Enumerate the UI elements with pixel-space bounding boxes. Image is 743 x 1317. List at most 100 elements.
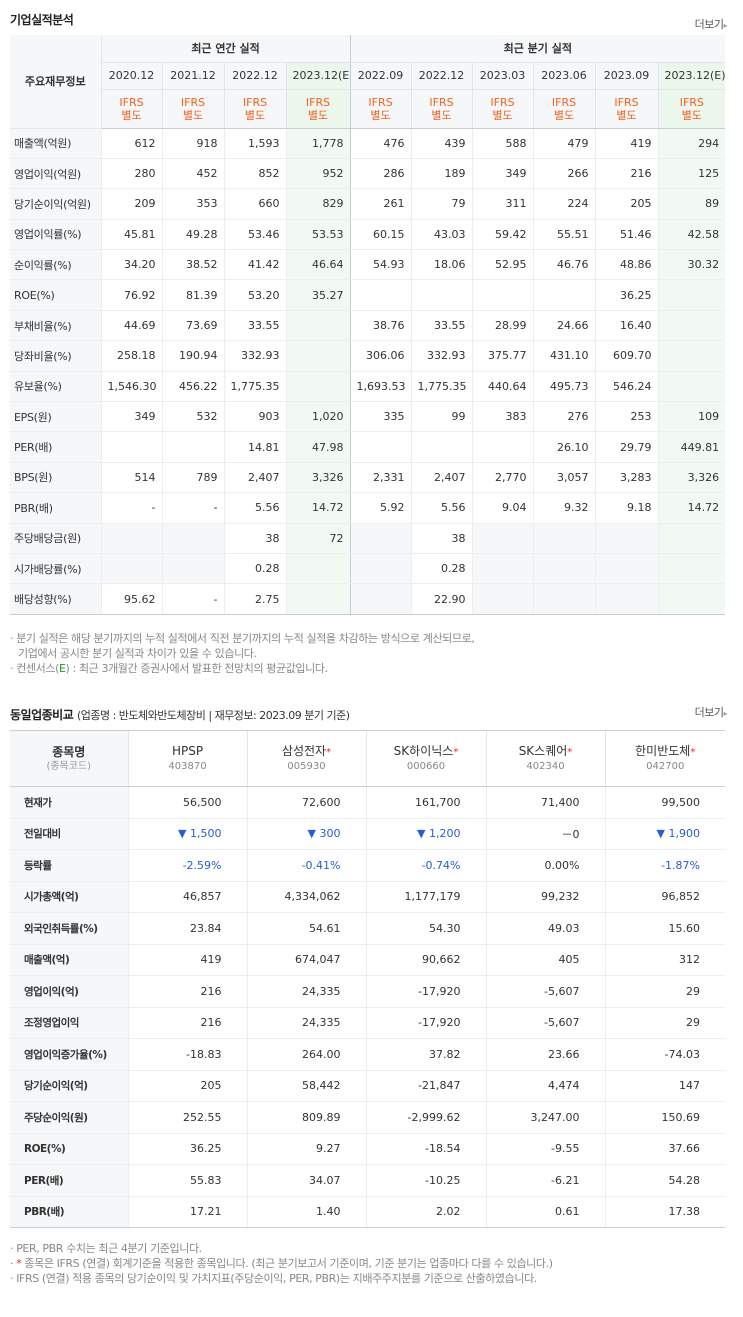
table-cell: -2,999.62 (365, 1101, 486, 1134)
more-label: 더보기 (694, 18, 724, 31)
table-cell: 419 (127, 944, 247, 976)
table-cell: 253 (594, 401, 659, 433)
table-row: 매출액(억원) 612 918 1,593 1,778 476 439 588 479 419 29… (10, 128, 726, 159)
row-label: ROE(%) (10, 1133, 128, 1165)
company-header[interactable]: 삼성전자* 005930 (246, 730, 366, 787)
table-cell: 58,442 (246, 1070, 366, 1102)
row-label: ROE(%) (10, 279, 101, 311)
table-cell: 35.27 (285, 279, 351, 311)
table-cell: 38.76 (349, 309, 412, 342)
table-cell (285, 553, 351, 585)
table-cell: ▼ 300 (246, 818, 366, 850)
table-cell: 72,600 (246, 786, 366, 819)
section-title-peer: 동일업종비교 (업종명 : 반도체와반도체장비 | 재무정보: 2023.09 … (10, 706, 350, 723)
table-cell: 3,057 (532, 462, 596, 494)
table-cell: 99,500 (604, 786, 725, 819)
table-cell (657, 522, 726, 554)
table-cell: -9.55 (485, 1133, 605, 1165)
table-cell: 43.03 (410, 219, 473, 251)
period-header: 2023.03 (471, 62, 534, 90)
period-header: 2020.12 (100, 62, 162, 90)
more-link-peer[interactable]: 더보기▸ (695, 704, 728, 720)
corner-header: 주요재무정보 (10, 35, 101, 129)
table-cell: 660 (223, 188, 286, 220)
company-header[interactable]: HPSP 403870 (127, 730, 247, 787)
section-title-financials: 기업실적분석 (10, 13, 74, 27)
row-label: 당좌비율(%) (10, 340, 101, 372)
table-cell: 1,778 (285, 128, 351, 159)
table-cell: 353 (161, 188, 224, 220)
peer-subtitle: (업종명 : 반도체와반도체장비 | 재무정보: 2023.09 분기 기준) (76, 709, 350, 722)
table-cell: 532 (161, 401, 224, 433)
table-cell: 312 (604, 944, 725, 976)
period-header: 2022.12 (410, 62, 473, 90)
row-label: 전일대비 (10, 818, 128, 850)
table-cell: 294 (657, 128, 726, 159)
period-header: 2023.06 (532, 62, 596, 90)
table-cell: 60.15 (349, 219, 412, 251)
table-cell: 332.93 (410, 340, 473, 372)
table-cell: 1.40 (246, 1196, 366, 1228)
table-cell: 96,852 (604, 881, 725, 913)
table-cell: 33.55 (223, 309, 286, 342)
table-cell: 9.32 (532, 492, 596, 524)
table-cell: 0.28 (223, 553, 286, 585)
table-cell: -74.03 (604, 1038, 725, 1071)
more-link-financials[interactable]: 더보기▸ (694, 16, 728, 32)
company-header[interactable]: 한미반도체* 042700 (604, 730, 725, 787)
table-cell: 52.95 (471, 249, 534, 281)
table-cell: 14.81 (223, 431, 286, 463)
financial-notes: · 분기 실적은 해당 분기까지의 누적 실적에서 직전 분기까지의 누적 실적… (10, 631, 730, 676)
table-cell (532, 583, 596, 615)
table-cell: 276 (532, 401, 596, 433)
table-cell (410, 431, 473, 463)
table-cell: 24.66 (532, 309, 596, 342)
table-cell: 205 (127, 1070, 247, 1102)
table-cell (285, 371, 351, 403)
table-cell: -5,607 (485, 975, 605, 1008)
table-cell: 3,326 (285, 462, 351, 494)
row-label: PER(배) (10, 1164, 128, 1197)
table-cell: 5.56 (223, 492, 286, 524)
ifrs-label: IFRS 별도 (100, 89, 162, 129)
table-row: 순이익률(%) 34.20 38.52 41.42 46.64 54.93 18.06 52.… (10, 249, 726, 281)
table-cell (100, 553, 162, 585)
table-cell: 24,335 (246, 975, 366, 1008)
table-row: 시가총액(억) 46,857 4,334,062 1,177,179 99,232 96,… (10, 881, 725, 913)
table-row: PER(배) 14.81 47.98 26.10 29.79 449.81 (10, 431, 726, 463)
table-cell: 829 (285, 188, 351, 220)
table-row: 당기순이익(억원) 209 353 660 829 261 79 311 224 205 89 (10, 188, 726, 220)
table-cell: 479 (532, 128, 596, 159)
table-cell: 2.02 (365, 1196, 486, 1228)
table-cell: 189 (410, 158, 473, 190)
table-cell: 209 (100, 188, 162, 220)
row-label: 주당배당금(원) (10, 522, 101, 554)
row-label: PBR(배) (10, 492, 101, 524)
ifrs-label: IFRS 별도 (410, 89, 473, 129)
table-cell: -18.54 (365, 1133, 486, 1165)
table-cell (100, 431, 162, 463)
table-cell: 286 (349, 158, 412, 190)
table-cell (657, 279, 726, 311)
company-header[interactable]: SK스퀘어* 402340 (485, 730, 605, 787)
table-cell: ▼ 1,200 (365, 818, 486, 850)
table-cell (471, 431, 534, 463)
table-cell: 37.66 (604, 1133, 725, 1165)
table-row: 등락률 -2.59% -0.41% -0.74% 0.00% -1.87% (10, 849, 725, 882)
table-cell: 37.82 (365, 1038, 486, 1071)
table-cell: 252.55 (127, 1101, 247, 1134)
table-cell (657, 340, 726, 372)
table-row: BPS(원) 514 789 2,407 3,326 2,331 2,407 2,770 3,0… (10, 462, 726, 494)
table-cell: 46,857 (127, 881, 247, 913)
table-cell: 609.70 (594, 340, 659, 372)
table-cell (532, 522, 596, 554)
table-cell: 452 (161, 158, 224, 190)
table-row: 배당성향(%) 95.62-2.75 22.90 (10, 583, 726, 615)
table-cell (349, 431, 412, 463)
table-cell: －0 (485, 818, 605, 850)
table-cell: 54.93 (349, 249, 412, 281)
table-cell: 22.90 (410, 583, 473, 615)
table-cell: 53.46 (223, 219, 286, 251)
table-cell: 0.00% (485, 849, 605, 882)
company-header[interactable]: SK하이닉스* 000660 (365, 730, 486, 787)
